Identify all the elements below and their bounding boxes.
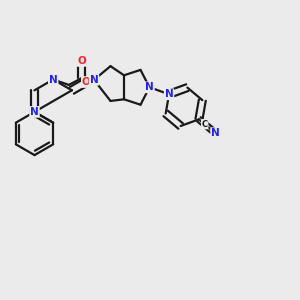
Text: O: O: [77, 56, 86, 66]
Text: N: N: [211, 128, 220, 138]
Text: N: N: [165, 89, 173, 99]
Text: N: N: [90, 75, 98, 85]
Text: N: N: [30, 107, 39, 117]
Text: N: N: [145, 82, 154, 92]
Text: N: N: [49, 74, 58, 85]
Text: O: O: [82, 77, 91, 87]
Text: C: C: [202, 120, 208, 129]
